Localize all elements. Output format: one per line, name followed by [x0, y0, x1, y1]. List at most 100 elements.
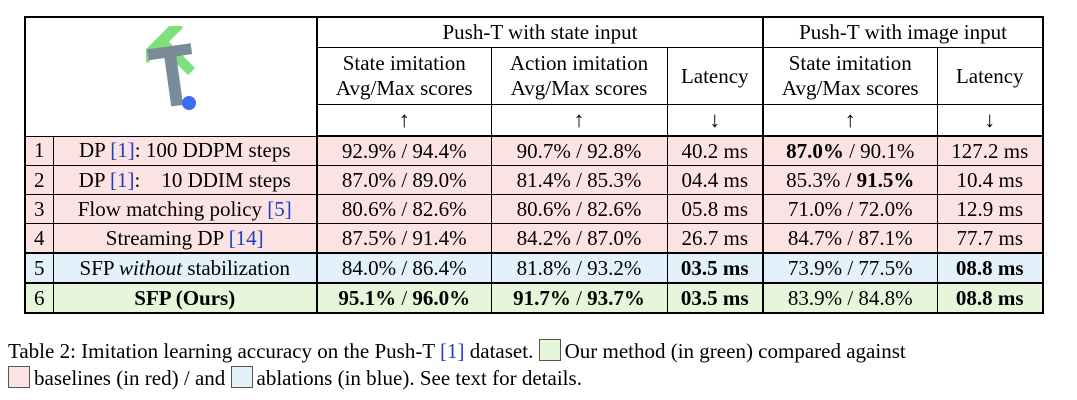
- citation-link[interactable]: [1]: [110, 138, 135, 163]
- method-text: : 10 DDIM steps: [134, 167, 291, 192]
- caption-text: dataset.: [464, 339, 539, 363]
- image-latency-cell: 08.8 ms: [936, 252, 1045, 284]
- arrow-up-icon: ↑: [762, 104, 938, 137]
- image-imitation-cell: 85.3% / 91.5%: [762, 165, 938, 195]
- max-score: 91.5%: [856, 167, 915, 192]
- image-latency-cell: 10.4 ms: [936, 165, 1045, 195]
- avg-score: 83.9%: [787, 285, 843, 310]
- caption-text: Our method (in green) compared against: [564, 339, 906, 363]
- separator: /: [570, 196, 588, 221]
- method-name: Streaming DP [14]: [52, 223, 318, 254]
- separator: /: [570, 167, 588, 192]
- max-score: 94.4%: [412, 138, 467, 163]
- separator: /: [843, 138, 861, 163]
- image-imitation-cell: 84.7% / 87.1%: [762, 223, 938, 254]
- image-imitation-cell: 71.0% / 72.0%: [762, 194, 938, 224]
- avg-score: 95.1%: [338, 285, 397, 310]
- caption-text: baselines (in red) / and: [34, 366, 231, 390]
- max-score: 84.8%: [858, 285, 913, 310]
- row-index: 2: [24, 165, 54, 195]
- separator: /: [396, 167, 413, 192]
- state-imitation-cell: 92.9% / 94.4%: [316, 135, 492, 166]
- separator: /: [840, 167, 857, 192]
- avg-score: 90.7%: [516, 138, 571, 163]
- state-imitation-cell: 87.5% / 91.4%: [316, 223, 492, 254]
- latency-cell: 03.5 ms: [666, 282, 764, 314]
- avg-score: 73.9%: [787, 255, 843, 280]
- separator: /: [396, 255, 413, 280]
- col-header-line: Avg/Max scores: [781, 76, 919, 100]
- avg-score: 81.8%: [516, 255, 571, 280]
- row-index: 5: [24, 252, 54, 284]
- method-text: Flow matching policy: [77, 196, 268, 221]
- col-header-line: State imitation: [342, 51, 466, 75]
- push-t-block-icon: [146, 26, 196, 110]
- col-header-action-imitation: Action imitation Avg/Max scores: [490, 47, 668, 105]
- max-score: 92.8%: [587, 138, 642, 163]
- method-name: Flow matching policy [5]: [52, 194, 318, 224]
- avg-score: 91.7%: [513, 285, 571, 310]
- logo-cell: [24, 16, 318, 137]
- method-text: DP: [78, 138, 111, 163]
- group-header-state: Push-T with state input: [316, 16, 764, 48]
- avg-score: 87.0%: [341, 167, 397, 192]
- max-score: 82.6%: [412, 196, 467, 221]
- separator: /: [570, 225, 588, 250]
- separator: /: [396, 138, 413, 163]
- citation-link[interactable]: [5]: [267, 196, 292, 221]
- table-caption: Table 2: Imitation learning accuracy on …: [0, 338, 1077, 392]
- table-row: 2 DP [1]: 10 DDIM steps 87.0% / 89.0% 81…: [24, 165, 1045, 195]
- arrow-up-icon: ↑: [490, 104, 668, 137]
- method-text: stabilization: [182, 255, 290, 280]
- latency-cell: 40.2 ms: [666, 135, 764, 166]
- method-name: DP [1]: 10 DDIM steps: [52, 165, 318, 195]
- col-header-line: Avg/Max scores: [510, 76, 648, 100]
- table-row: 4 Streaming DP [14] 87.5% / 91.4% 84.2% …: [24, 223, 1045, 254]
- action-imitation-cell: 81.4% / 85.3%: [490, 165, 668, 195]
- action-imitation-cell: 91.7% / 93.7%: [490, 282, 668, 314]
- col-header-image-imitation: State imitation Avg/Max scores: [762, 47, 938, 105]
- latency-cell: 03.5 ms: [666, 252, 764, 284]
- latency-cell: 26.7 ms: [666, 223, 764, 254]
- separator: /: [396, 285, 413, 310]
- max-score: 72.0%: [858, 196, 913, 221]
- citation-link[interactable]: [1]: [440, 339, 465, 363]
- state-imitation-cell: 87.0% / 89.0%: [316, 165, 492, 195]
- image-imitation-cell: 73.9% / 77.5%: [762, 252, 938, 284]
- max-score: 77.5%: [858, 255, 913, 280]
- separator: /: [842, 255, 859, 280]
- col-header-latency-state: Latency: [666, 47, 764, 105]
- avg-score: 71.0%: [787, 196, 843, 221]
- avg-score: 84.7%: [787, 225, 843, 250]
- avg-score: 92.9%: [341, 138, 397, 163]
- separator: /: [570, 285, 588, 310]
- col-header-line: State imitation: [788, 51, 912, 75]
- avg-score: 81.4%: [516, 167, 571, 192]
- arrow-down-icon: ↓: [936, 104, 1045, 137]
- max-score: 93.7%: [587, 285, 645, 310]
- red-swatch-icon: [8, 366, 30, 388]
- avg-score: 84.0%: [341, 255, 397, 280]
- action-imitation-cell: 84.2% / 87.0%: [490, 223, 668, 254]
- green-swatch-icon: [538, 339, 561, 361]
- col-header-state-imitation: State imitation Avg/Max scores: [316, 47, 492, 105]
- max-score: 86.4%: [412, 255, 467, 280]
- max-score: 93.2%: [587, 255, 642, 280]
- separator: /: [570, 138, 588, 163]
- group-header-image: Push-T with image input: [762, 16, 1045, 48]
- arrow-up-icon: ↑: [316, 104, 492, 137]
- separator: /: [396, 225, 413, 250]
- results-table-container: Push-T with state input Push-T with imag…: [24, 16, 1045, 314]
- action-imitation-cell: 81.8% / 93.2%: [490, 252, 668, 284]
- row-index: 1: [24, 135, 54, 166]
- citation-link[interactable]: [14]: [228, 225, 264, 250]
- max-score: 90.1%: [860, 138, 915, 163]
- max-score: 91.4%: [412, 225, 467, 250]
- latency-cell: 04.4 ms: [666, 165, 764, 195]
- image-latency-cell: 08.8 ms: [936, 282, 1045, 314]
- citation-link[interactable]: [1]: [109, 167, 135, 192]
- caption-text: Table 2: Imitation learning accuracy on …: [8, 339, 441, 363]
- col-header-latency-image: Latency: [936, 47, 1045, 105]
- table-row: 6 SFP (Ours) 95.1% / 96.0% 91.7% / 93.7%…: [24, 282, 1045, 314]
- method-text: SFP: [79, 255, 120, 280]
